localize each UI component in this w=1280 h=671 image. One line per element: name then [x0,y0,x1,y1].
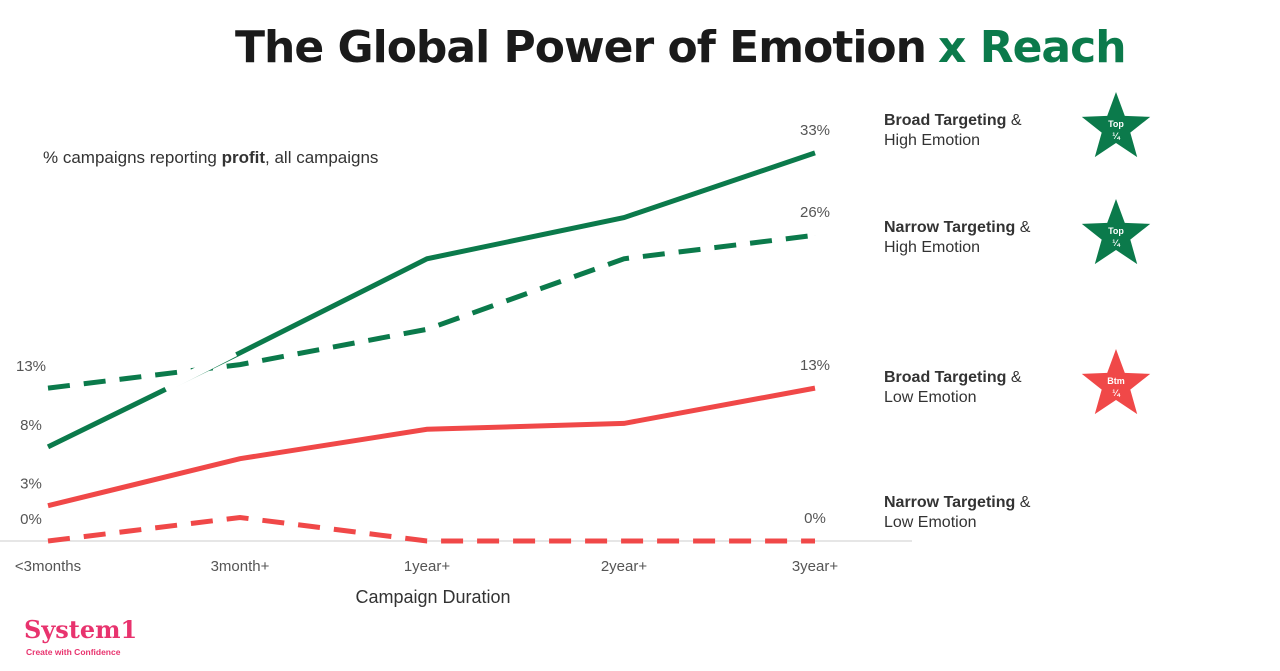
series-line [47,385,816,509]
legend-entry-line2: High Emotion [884,239,980,256]
x-axis-label: Campaign Duration [355,587,510,607]
series-line [47,514,815,544]
legend-entry-line2: Low Emotion [884,514,977,531]
badge-text: Top [1108,226,1124,236]
data-label: 13% [16,358,46,375]
badge-text: Top [1108,119,1124,129]
x-tick-label: 2year+ [601,558,648,575]
chart-title: The Global Power of Emotion x Reach [235,22,1126,73]
chart-subtitle: % campaigns reporting profit, all campai… [43,148,378,167]
legend-entry-line2: High Emotion [884,132,980,149]
badge-text: Btm [1107,376,1125,386]
legend-entry-line2: Low Emotion [884,389,977,406]
data-label: 3% [20,476,42,493]
data-label: 26% [800,204,830,221]
line-gap [162,347,238,393]
x-tick-label: 3year+ [792,558,839,575]
x-tick-label: <3months [15,558,81,575]
data-label: 33% [800,122,830,139]
badge-text: ¼ [1112,238,1121,248]
legend-entry: Narrow Targeting & [884,219,1031,236]
brand-tagline: Create with Confidence [26,647,121,657]
badge-text: ¼ [1112,388,1121,398]
star-badge-icon [1081,349,1151,415]
series-line [46,150,816,450]
x-tick-label: 3month+ [211,558,270,575]
data-label: 8% [20,417,42,434]
star-badge-icon [1081,92,1151,158]
star-badge-icon [1081,199,1151,265]
legend-entry: Broad Targeting & [884,369,1022,386]
legend-entry: Narrow Targeting & [884,494,1031,511]
data-label: 0% [804,510,826,527]
data-label: 0% [20,511,42,528]
x-tick-label: 1year+ [404,558,451,575]
brand-logo: System1 [24,615,137,644]
data-label: 13% [800,357,830,374]
badge-text: ¼ [1112,131,1121,141]
series-line [47,232,816,391]
legend-entry: Broad Targeting & [884,112,1022,129]
